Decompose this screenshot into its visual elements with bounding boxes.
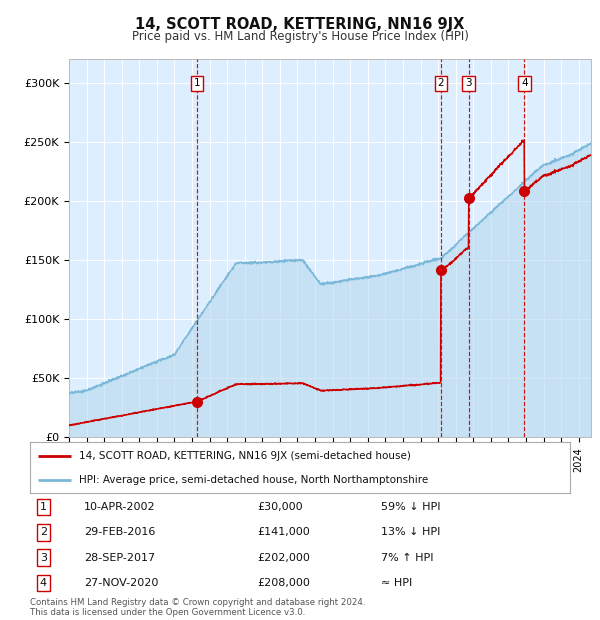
Text: 7% ↑ HPI: 7% ↑ HPI <box>381 552 433 562</box>
Text: £202,000: £202,000 <box>257 552 310 562</box>
Text: 4: 4 <box>521 79 528 89</box>
Text: ≈ HPI: ≈ HPI <box>381 578 412 588</box>
Text: Contains HM Land Registry data © Crown copyright and database right 2024.
This d: Contains HM Land Registry data © Crown c… <box>30 598 365 617</box>
Text: 14, SCOTT ROAD, KETTERING, NN16 9JX: 14, SCOTT ROAD, KETTERING, NN16 9JX <box>136 17 464 32</box>
Text: 3: 3 <box>466 79 472 89</box>
Text: 59% ↓ HPI: 59% ↓ HPI <box>381 502 440 512</box>
Text: 1: 1 <box>193 79 200 89</box>
Text: £141,000: £141,000 <box>257 528 310 538</box>
Text: 2: 2 <box>40 528 47 538</box>
Text: 10-APR-2002: 10-APR-2002 <box>84 502 155 512</box>
Text: 2: 2 <box>437 79 444 89</box>
Text: £208,000: £208,000 <box>257 578 310 588</box>
Text: 13% ↓ HPI: 13% ↓ HPI <box>381 528 440 538</box>
Text: 28-SEP-2017: 28-SEP-2017 <box>84 552 155 562</box>
Text: £30,000: £30,000 <box>257 502 302 512</box>
Text: Price paid vs. HM Land Registry's House Price Index (HPI): Price paid vs. HM Land Registry's House … <box>131 30 469 43</box>
Text: 4: 4 <box>40 578 47 588</box>
Text: 14, SCOTT ROAD, KETTERING, NN16 9JX (semi-detached house): 14, SCOTT ROAD, KETTERING, NN16 9JX (sem… <box>79 451 410 461</box>
Text: 29-FEB-2016: 29-FEB-2016 <box>84 528 155 538</box>
Text: HPI: Average price, semi-detached house, North Northamptonshire: HPI: Average price, semi-detached house,… <box>79 475 428 485</box>
Text: 3: 3 <box>40 552 47 562</box>
Text: 27-NOV-2020: 27-NOV-2020 <box>84 578 158 588</box>
Text: 1: 1 <box>40 502 47 512</box>
